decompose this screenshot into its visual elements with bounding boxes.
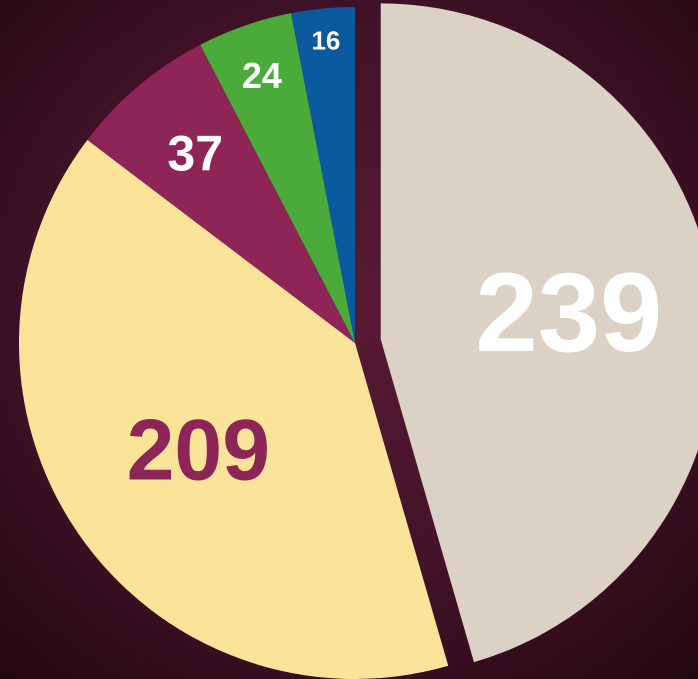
slice-label: 37 xyxy=(167,125,223,181)
slice-label: 239 xyxy=(475,250,662,375)
slice-label: 209 xyxy=(127,403,271,499)
slice-label: 16 xyxy=(311,25,340,55)
chart: 239 209 37 24 16 xyxy=(0,0,698,679)
slice-label: 24 xyxy=(242,55,282,96)
